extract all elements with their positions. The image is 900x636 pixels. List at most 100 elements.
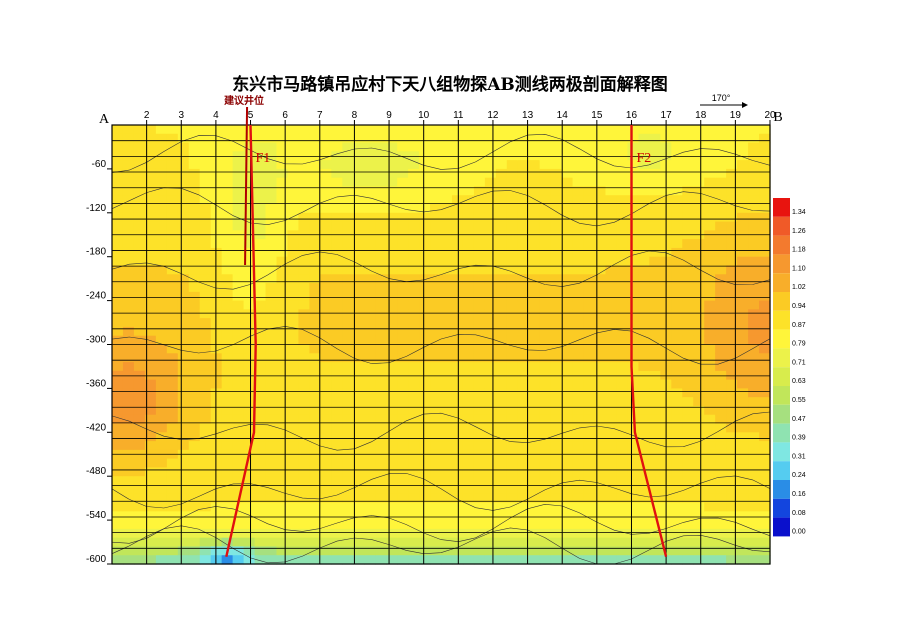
heat-cell (353, 484, 365, 495)
heat-cell (616, 326, 629, 337)
heat-cell (309, 476, 321, 486)
heat-cell (638, 397, 650, 407)
heat-cell (133, 476, 146, 486)
legend-swatch (773, 442, 790, 462)
heat-cell (232, 318, 245, 328)
heat-cell (298, 283, 310, 293)
heat-cell (441, 195, 453, 205)
heat-cell (419, 212, 431, 223)
heat-cell (210, 432, 223, 442)
heat-cell (397, 256, 409, 267)
heat-cell (649, 458, 661, 469)
heat-cell (419, 555, 431, 565)
heat-cell (144, 537, 157, 548)
heat-cell (451, 476, 464, 486)
heat-cell (408, 458, 420, 469)
heat-cell (473, 195, 486, 205)
heat-cell (243, 511, 256, 521)
heat-cell (704, 458, 716, 469)
heat-cell (177, 204, 190, 214)
heat-cell (594, 423, 607, 433)
heat-cell (451, 239, 464, 249)
heat-cell (419, 353, 431, 363)
heat-cell (309, 555, 321, 565)
heat-cell (638, 484, 650, 495)
heat-cell (682, 247, 694, 258)
heat-cell (550, 265, 563, 275)
heat-cell (221, 502, 234, 512)
heat-cell (177, 186, 190, 196)
heat-cell (715, 520, 727, 530)
heat-cell (517, 414, 530, 425)
heat-cell (682, 142, 694, 152)
heat-cell (408, 309, 420, 319)
heat-cell (441, 441, 453, 451)
heat-cell (287, 125, 300, 135)
heat-cell (408, 326, 420, 337)
heat-cell (704, 283, 716, 293)
heat-cell (693, 247, 705, 258)
heat-cell (462, 335, 475, 346)
heat-cell (287, 388, 300, 398)
heat-cell (693, 283, 705, 293)
heat-cell (441, 379, 453, 389)
heat-cell (517, 484, 530, 495)
heat-cell (166, 493, 179, 504)
heat-cell (649, 405, 661, 416)
heat-cell (506, 204, 519, 214)
heat-cell (177, 423, 190, 433)
heat-cell (572, 405, 585, 416)
heat-cell (484, 256, 497, 267)
heat-cell (397, 160, 409, 170)
heat-cell (155, 344, 168, 354)
heat-cell (353, 133, 365, 144)
heat-cell (539, 204, 552, 214)
heat-cell (484, 441, 497, 451)
heat-cell (627, 265, 639, 275)
legend-label: 0.63 (792, 378, 806, 385)
heat-cell (243, 291, 256, 302)
heat-cell (594, 467, 607, 477)
heat-cell (539, 528, 552, 539)
heat-cell (331, 142, 343, 152)
heat-cell (177, 467, 190, 477)
heat-cell (144, 484, 157, 495)
heat-cell (441, 133, 453, 144)
heat-cell (506, 520, 519, 530)
heat-cell (594, 125, 607, 135)
heat-cell (484, 239, 497, 249)
heat-cell (561, 283, 574, 293)
heat-cell (309, 405, 321, 416)
heat-cell (649, 168, 661, 179)
heat-cell (419, 362, 431, 372)
heat-cell (309, 274, 321, 284)
heat-cell (748, 256, 760, 267)
heat-cell (737, 239, 749, 249)
heat-cell (462, 520, 475, 530)
heat-cell (726, 476, 738, 486)
heat-cell (748, 353, 760, 363)
heat-cell (155, 493, 168, 504)
heat-cell (122, 511, 135, 521)
heat-cell (342, 379, 354, 389)
heat-cell (232, 177, 245, 188)
heat-cell (112, 133, 124, 144)
heat-cell (616, 528, 629, 539)
heat-cell (737, 195, 749, 205)
heat-cell (726, 335, 738, 346)
heat-cell (298, 546, 310, 556)
heat-cell (759, 177, 771, 188)
heat-cell (649, 177, 661, 188)
heat-cell (682, 318, 694, 328)
heat-cell (122, 168, 135, 179)
heat-cell (210, 125, 223, 135)
heat-cell (704, 397, 716, 407)
heat-cell (572, 168, 585, 179)
heat-cell (331, 318, 343, 328)
heat-cell (451, 142, 464, 152)
heat-cell (451, 441, 464, 451)
heat-cell (528, 353, 541, 363)
heat-cell (759, 212, 771, 223)
heat-cell (759, 133, 771, 144)
heat-cell (561, 326, 574, 337)
